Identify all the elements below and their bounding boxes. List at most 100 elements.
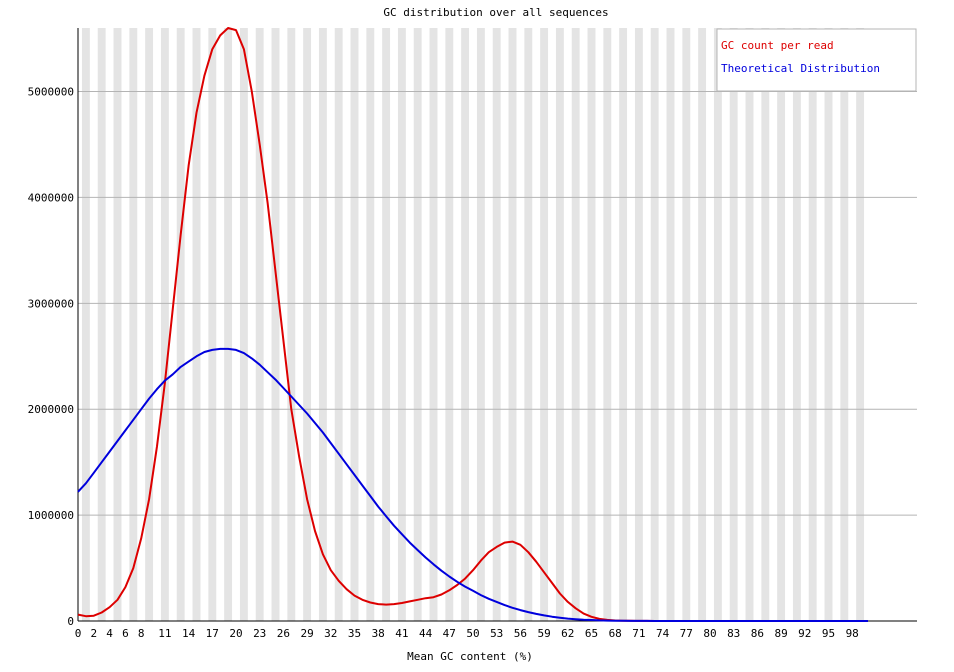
background-band bbox=[461, 28, 470, 621]
background-band bbox=[287, 28, 296, 621]
background-band bbox=[476, 28, 485, 621]
background-band bbox=[81, 28, 90, 621]
x-tick-label: 80 bbox=[703, 627, 716, 640]
x-tick-label: 35 bbox=[348, 627, 361, 640]
background-band bbox=[224, 28, 233, 621]
background-band bbox=[492, 28, 501, 621]
x-tick-label: 14 bbox=[182, 627, 196, 640]
background-band bbox=[97, 28, 106, 621]
x-tick-label: 26 bbox=[277, 627, 290, 640]
background-band bbox=[713, 28, 722, 621]
x-tick-label: 56 bbox=[514, 627, 527, 640]
y-tick-label: 4000000 bbox=[28, 191, 74, 204]
background-band bbox=[856, 28, 865, 621]
legend-item-theoretical: Theoretical Distribution bbox=[721, 62, 880, 75]
x-tick-label: 29 bbox=[300, 627, 313, 640]
background-band bbox=[129, 28, 138, 621]
x-tick-label: 0 bbox=[75, 627, 82, 640]
background-band bbox=[350, 28, 359, 621]
background-band bbox=[524, 28, 533, 621]
x-tick-label: 11 bbox=[158, 627, 171, 640]
y-tick-label: 2000000 bbox=[28, 403, 74, 416]
x-tick-label: 23 bbox=[253, 627, 266, 640]
x-tick-label: 92 bbox=[798, 627, 811, 640]
background-band bbox=[429, 28, 438, 621]
background-band bbox=[792, 28, 801, 621]
background-band bbox=[413, 28, 422, 621]
x-tick-label: 53 bbox=[490, 627, 503, 640]
background-band bbox=[366, 28, 375, 621]
background-band bbox=[840, 28, 849, 621]
background-band bbox=[160, 28, 169, 621]
background-band bbox=[587, 28, 596, 621]
legend-item-gc-count: GC count per read bbox=[721, 39, 834, 52]
background-band bbox=[666, 28, 675, 621]
y-tick-label: 3000000 bbox=[28, 297, 74, 310]
x-tick-label: 74 bbox=[656, 627, 670, 640]
background-band bbox=[382, 28, 391, 621]
background-band bbox=[808, 28, 817, 621]
background-band bbox=[634, 28, 643, 621]
x-tick-label: 32 bbox=[324, 627, 337, 640]
background-band bbox=[603, 28, 612, 621]
x-tick-label: 20 bbox=[229, 627, 242, 640]
background-band bbox=[303, 28, 312, 621]
background-band bbox=[761, 28, 770, 621]
x-tick-label: 89 bbox=[774, 627, 787, 640]
background-band bbox=[113, 28, 122, 621]
background-band bbox=[824, 28, 833, 621]
chart-title: GC distribution over all sequences bbox=[383, 6, 608, 19]
series-line-theoretical bbox=[77, 347, 868, 622]
x-tick-label: 8 bbox=[138, 627, 145, 640]
background-band bbox=[682, 28, 691, 621]
background-band bbox=[540, 28, 549, 621]
x-tick-label: 2 bbox=[90, 627, 97, 640]
x-tick-label: 68 bbox=[609, 627, 622, 640]
background-band bbox=[508, 28, 517, 621]
x-tick-label: 71 bbox=[632, 627, 645, 640]
background-band bbox=[650, 28, 659, 621]
x-tick-label: 38 bbox=[372, 627, 385, 640]
background-band bbox=[255, 28, 264, 621]
x-tick-label: 47 bbox=[443, 627, 456, 640]
y-tick-label: 5000000 bbox=[28, 86, 74, 99]
background-band bbox=[271, 28, 280, 621]
x-tick-label: 6 bbox=[122, 627, 129, 640]
background-band bbox=[729, 28, 738, 621]
background-band bbox=[555, 28, 564, 621]
background-band bbox=[239, 28, 248, 621]
x-tick-label: 86 bbox=[751, 627, 764, 640]
x-axis-title: Mean GC content (%) bbox=[407, 650, 533, 663]
background-band bbox=[571, 28, 580, 621]
background-band bbox=[208, 28, 217, 621]
x-tick-label: 65 bbox=[585, 627, 598, 640]
background-band bbox=[777, 28, 786, 621]
gridlines bbox=[78, 91, 917, 516]
background-bands bbox=[81, 28, 865, 621]
background-band bbox=[318, 28, 327, 621]
y-tick-label: 0 bbox=[67, 615, 74, 628]
x-tick-label: 4 bbox=[106, 627, 113, 640]
background-band bbox=[145, 28, 154, 621]
y-tick-labels: 0 1000000 2000000 3000000 4000000 5000000 bbox=[28, 86, 74, 628]
x-tick-label: 59 bbox=[537, 627, 550, 640]
background-band bbox=[334, 28, 343, 621]
background-band bbox=[176, 28, 185, 621]
legend-box bbox=[716, 28, 917, 92]
background-band bbox=[619, 28, 628, 621]
x-tick-label: 77 bbox=[680, 627, 693, 640]
background-band bbox=[445, 28, 454, 621]
x-tick-label: 62 bbox=[561, 627, 574, 640]
x-tick-label: 98 bbox=[846, 627, 859, 640]
x-tick-label: 50 bbox=[466, 627, 479, 640]
x-tick-label: 41 bbox=[395, 627, 408, 640]
x-tick-label: 95 bbox=[822, 627, 835, 640]
y-tick-label: 1000000 bbox=[28, 509, 74, 522]
series-lines bbox=[77, 27, 868, 622]
x-tick-label: 44 bbox=[419, 627, 433, 640]
background-band bbox=[192, 28, 201, 621]
background-band bbox=[745, 28, 754, 621]
x-tick-label: 17 bbox=[206, 627, 219, 640]
legend: GC count per read Theoretical Distributi… bbox=[716, 28, 917, 92]
